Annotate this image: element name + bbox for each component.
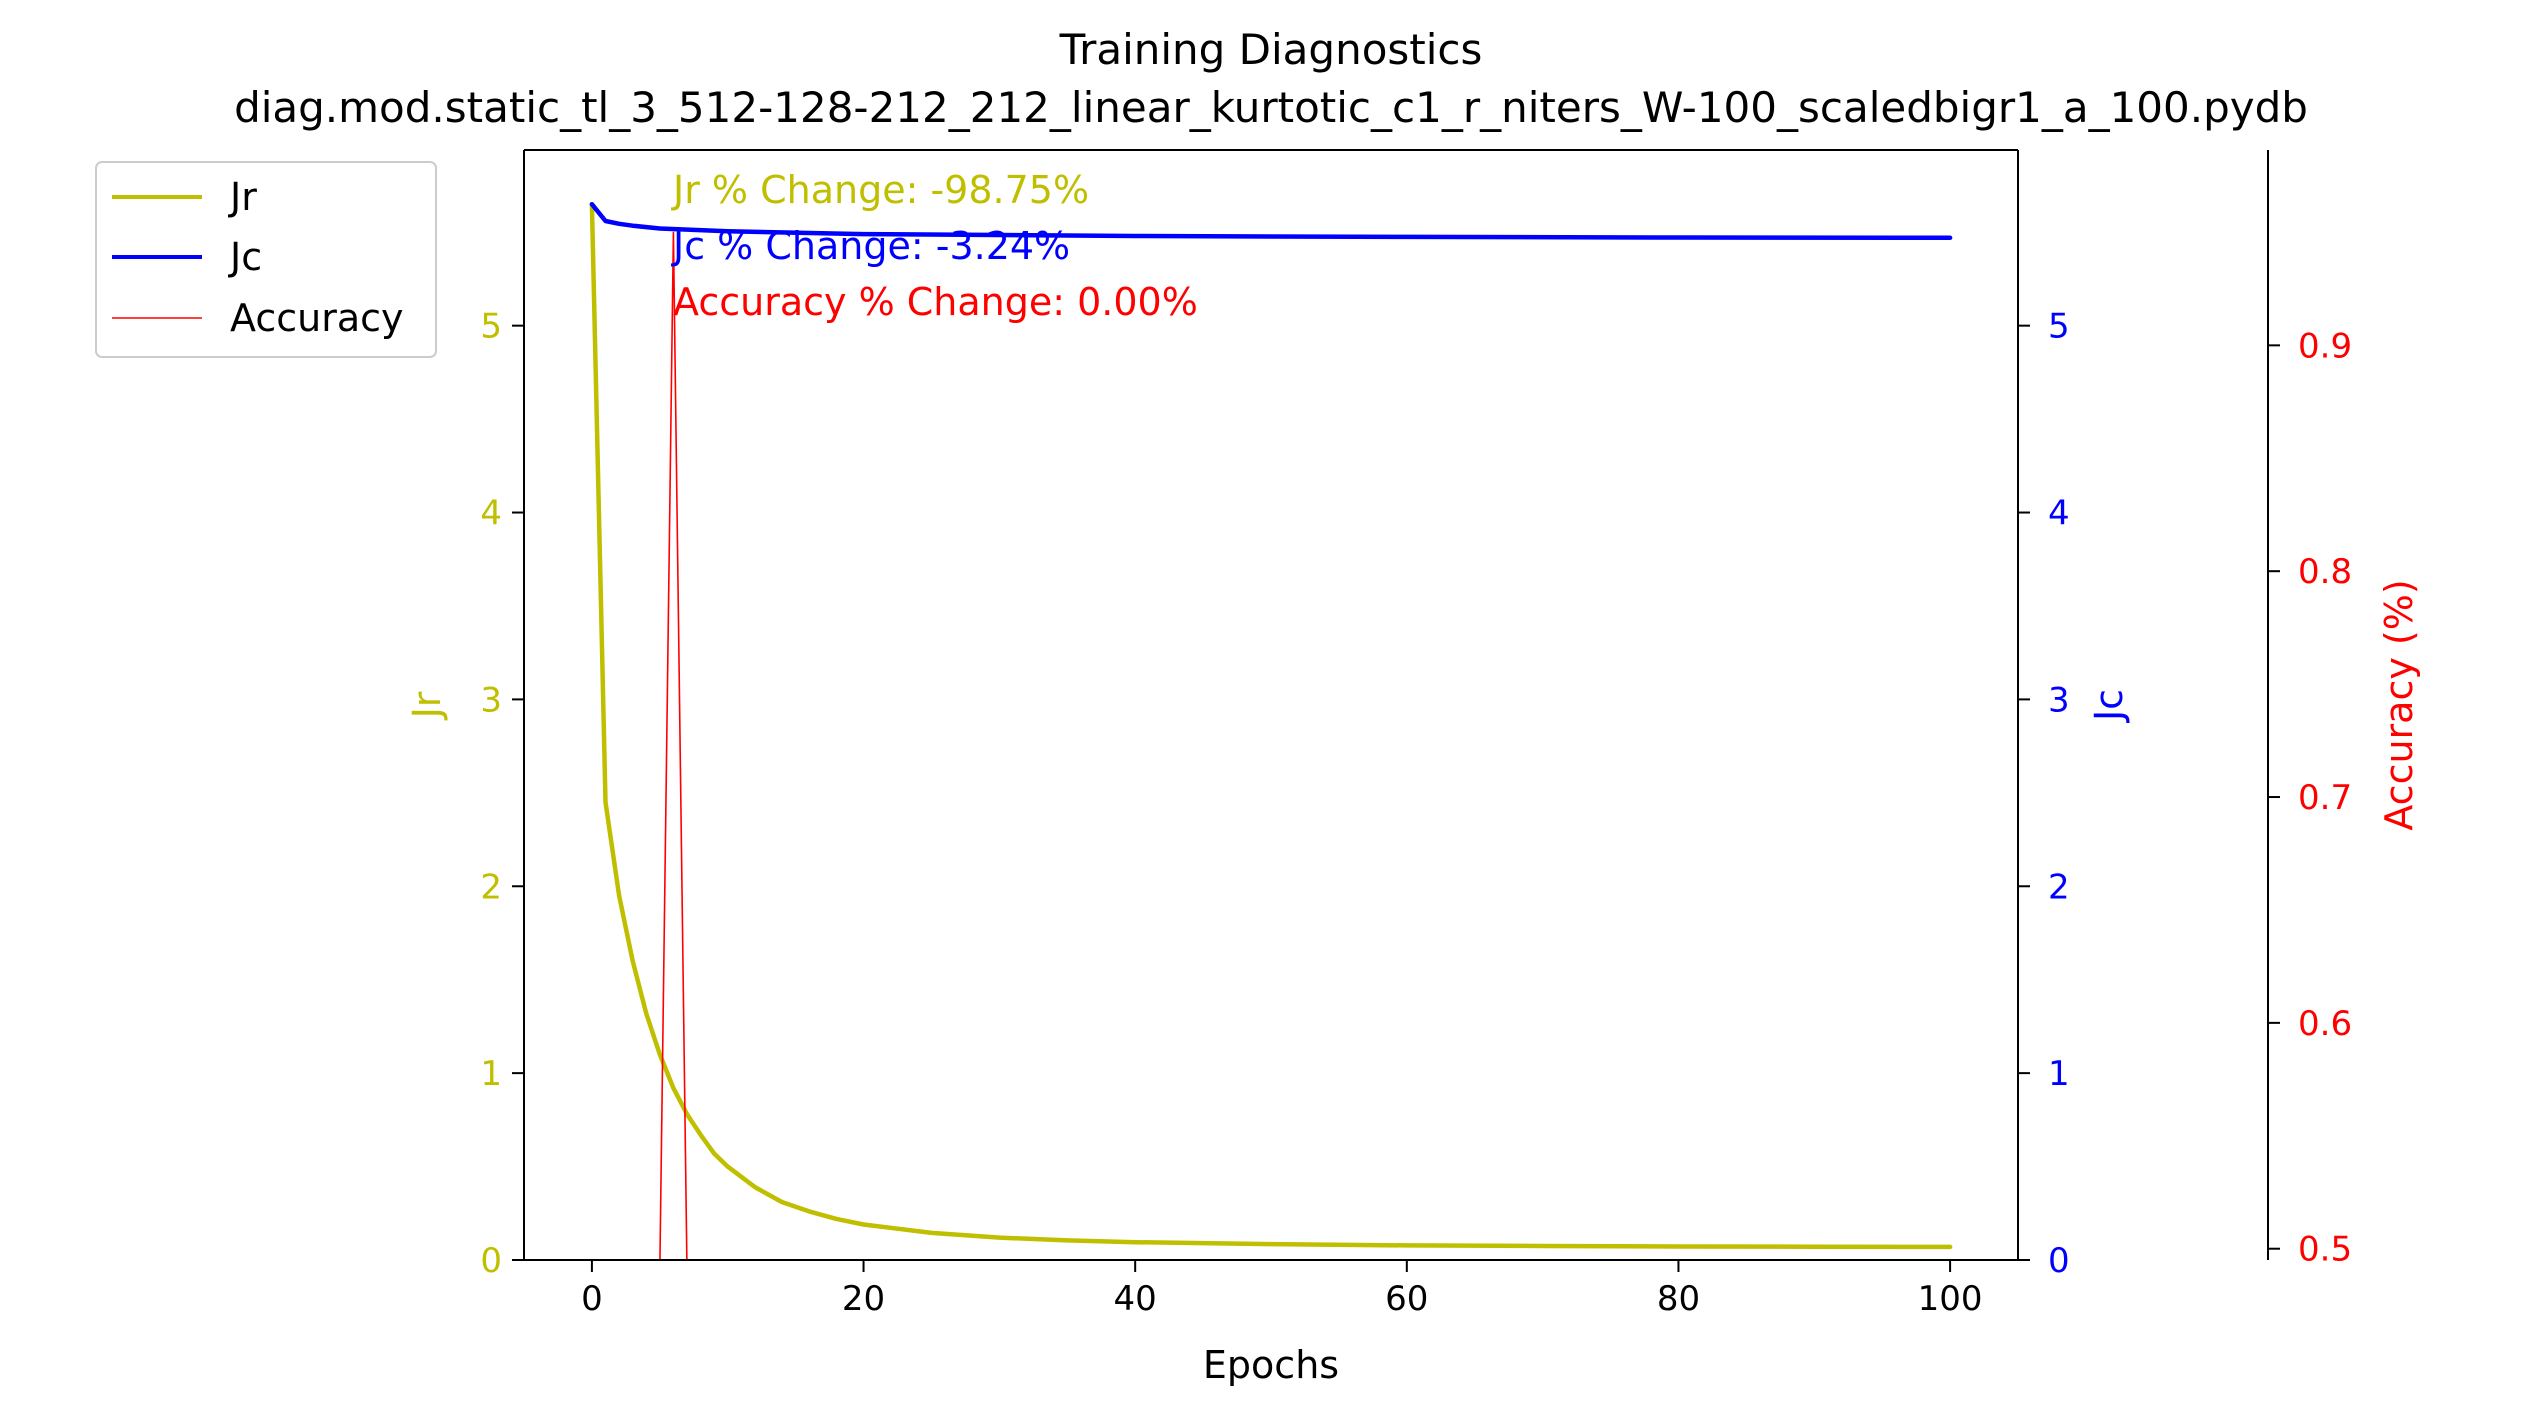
legend-label-jc: Jc	[228, 235, 262, 279]
legend-label-jr: Jr	[228, 175, 257, 219]
accuracy-tick-label: 0.6	[2298, 1004, 2352, 1044]
jr-change-annotation: Jr % Change: -98.75%	[671, 168, 1089, 212]
accuracy-tick-label: 0.8	[2298, 552, 2352, 592]
series-line-jr	[589, 201, 1953, 1250]
x-axis-label: Epochs	[1203, 1343, 1339, 1387]
series-line-accuracy	[659, 231, 688, 1260]
jc-tick-label: 1	[2048, 1054, 2070, 1094]
chart-title: Training Diagnostics	[1059, 25, 1483, 74]
accuracy-tick-label: 0.7	[2298, 778, 2352, 818]
axes-layer: 0 20 40 60 80 100 0 1 2 3 4 5 0 1 2 3 4 5 0.5 0.6 0.7 0.8 0.9	[480, 149, 2352, 1319]
accuracy-tick-label: 0.5	[2298, 1230, 2352, 1270]
x-tick-label: 20	[842, 1279, 885, 1319]
legend-label-accuracy: Accuracy	[230, 296, 404, 340]
jr-tick-label: 1	[480, 1054, 502, 1094]
x-tick-label: 0	[581, 1279, 603, 1319]
accuracy-change-annotation: Accuracy % Change: 0.00%	[673, 280, 1198, 324]
x-tick-label: 40	[1114, 1279, 1157, 1319]
jc-tick-label: 4	[2048, 494, 2070, 534]
x-tick-label: 60	[1385, 1279, 1428, 1319]
jc-tick-label: 5	[2048, 307, 2070, 347]
jr-tick-label: 3	[480, 680, 502, 720]
jc-axis-label: Jc	[2087, 689, 2131, 723]
legend: Jr Jc Accuracy	[95, 161, 437, 358]
jc-tick-label: 3	[2048, 680, 2070, 720]
x-tick-label: 80	[1657, 1279, 1700, 1319]
accuracy-axis-label: Accuracy (%)	[2377, 579, 2421, 830]
jr-tick-label: 4	[480, 494, 502, 534]
jr-axis-label: Jr	[405, 691, 449, 720]
chart-subtitle: diag.mod.static_tl_3_512-128-212_212_lin…	[234, 83, 2308, 132]
legend-frame	[95, 161, 437, 358]
jr-tick-label: 0	[480, 1241, 502, 1281]
accuracy-tick-label: 0.9	[2298, 326, 2352, 366]
jr-tick-label: 2	[480, 867, 502, 907]
jc-tick-label: 2	[2048, 867, 2070, 907]
x-tick-label: 100	[1918, 1279, 1983, 1319]
jc-tick-label: 0	[2048, 1241, 2070, 1281]
jc-change-annotation: Jc % Change: -3.24%	[671, 224, 1070, 268]
series-layer	[589, 201, 1953, 1260]
jr-tick-label: 5	[480, 307, 502, 347]
series-line-jc	[589, 201, 1953, 241]
annotation-layer: Jr % Change: -98.75% Jc % Change: -3.24%…	[671, 168, 1198, 324]
